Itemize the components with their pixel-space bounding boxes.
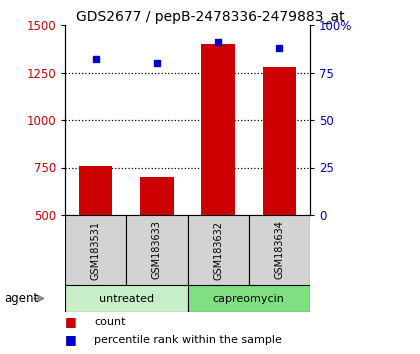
Bar <box>187 285 310 312</box>
Text: untreated: untreated <box>99 293 154 303</box>
Text: GSM183632: GSM183632 <box>213 221 223 280</box>
Text: ■: ■ <box>65 333 77 347</box>
Text: GSM183531: GSM183531 <box>91 221 101 280</box>
Bar <box>262 67 296 215</box>
Bar <box>249 215 310 285</box>
Bar <box>65 215 126 285</box>
Text: GSM183633: GSM183633 <box>152 221 162 279</box>
Text: percentile rank within the sample: percentile rank within the sample <box>94 335 282 345</box>
Text: agent: agent <box>4 292 39 305</box>
Text: GDS2677 / pepB-2478336-2479883_at: GDS2677 / pepB-2478336-2479883_at <box>76 10 344 24</box>
Bar <box>140 177 174 215</box>
Text: capreomycin: capreomycin <box>213 293 285 303</box>
Text: GSM183634: GSM183634 <box>274 221 284 279</box>
Text: ■: ■ <box>65 315 77 329</box>
Bar <box>126 215 187 285</box>
Bar <box>187 215 249 285</box>
Bar <box>79 166 113 215</box>
Bar <box>201 44 235 215</box>
Bar <box>65 285 187 312</box>
Text: count: count <box>94 317 126 327</box>
